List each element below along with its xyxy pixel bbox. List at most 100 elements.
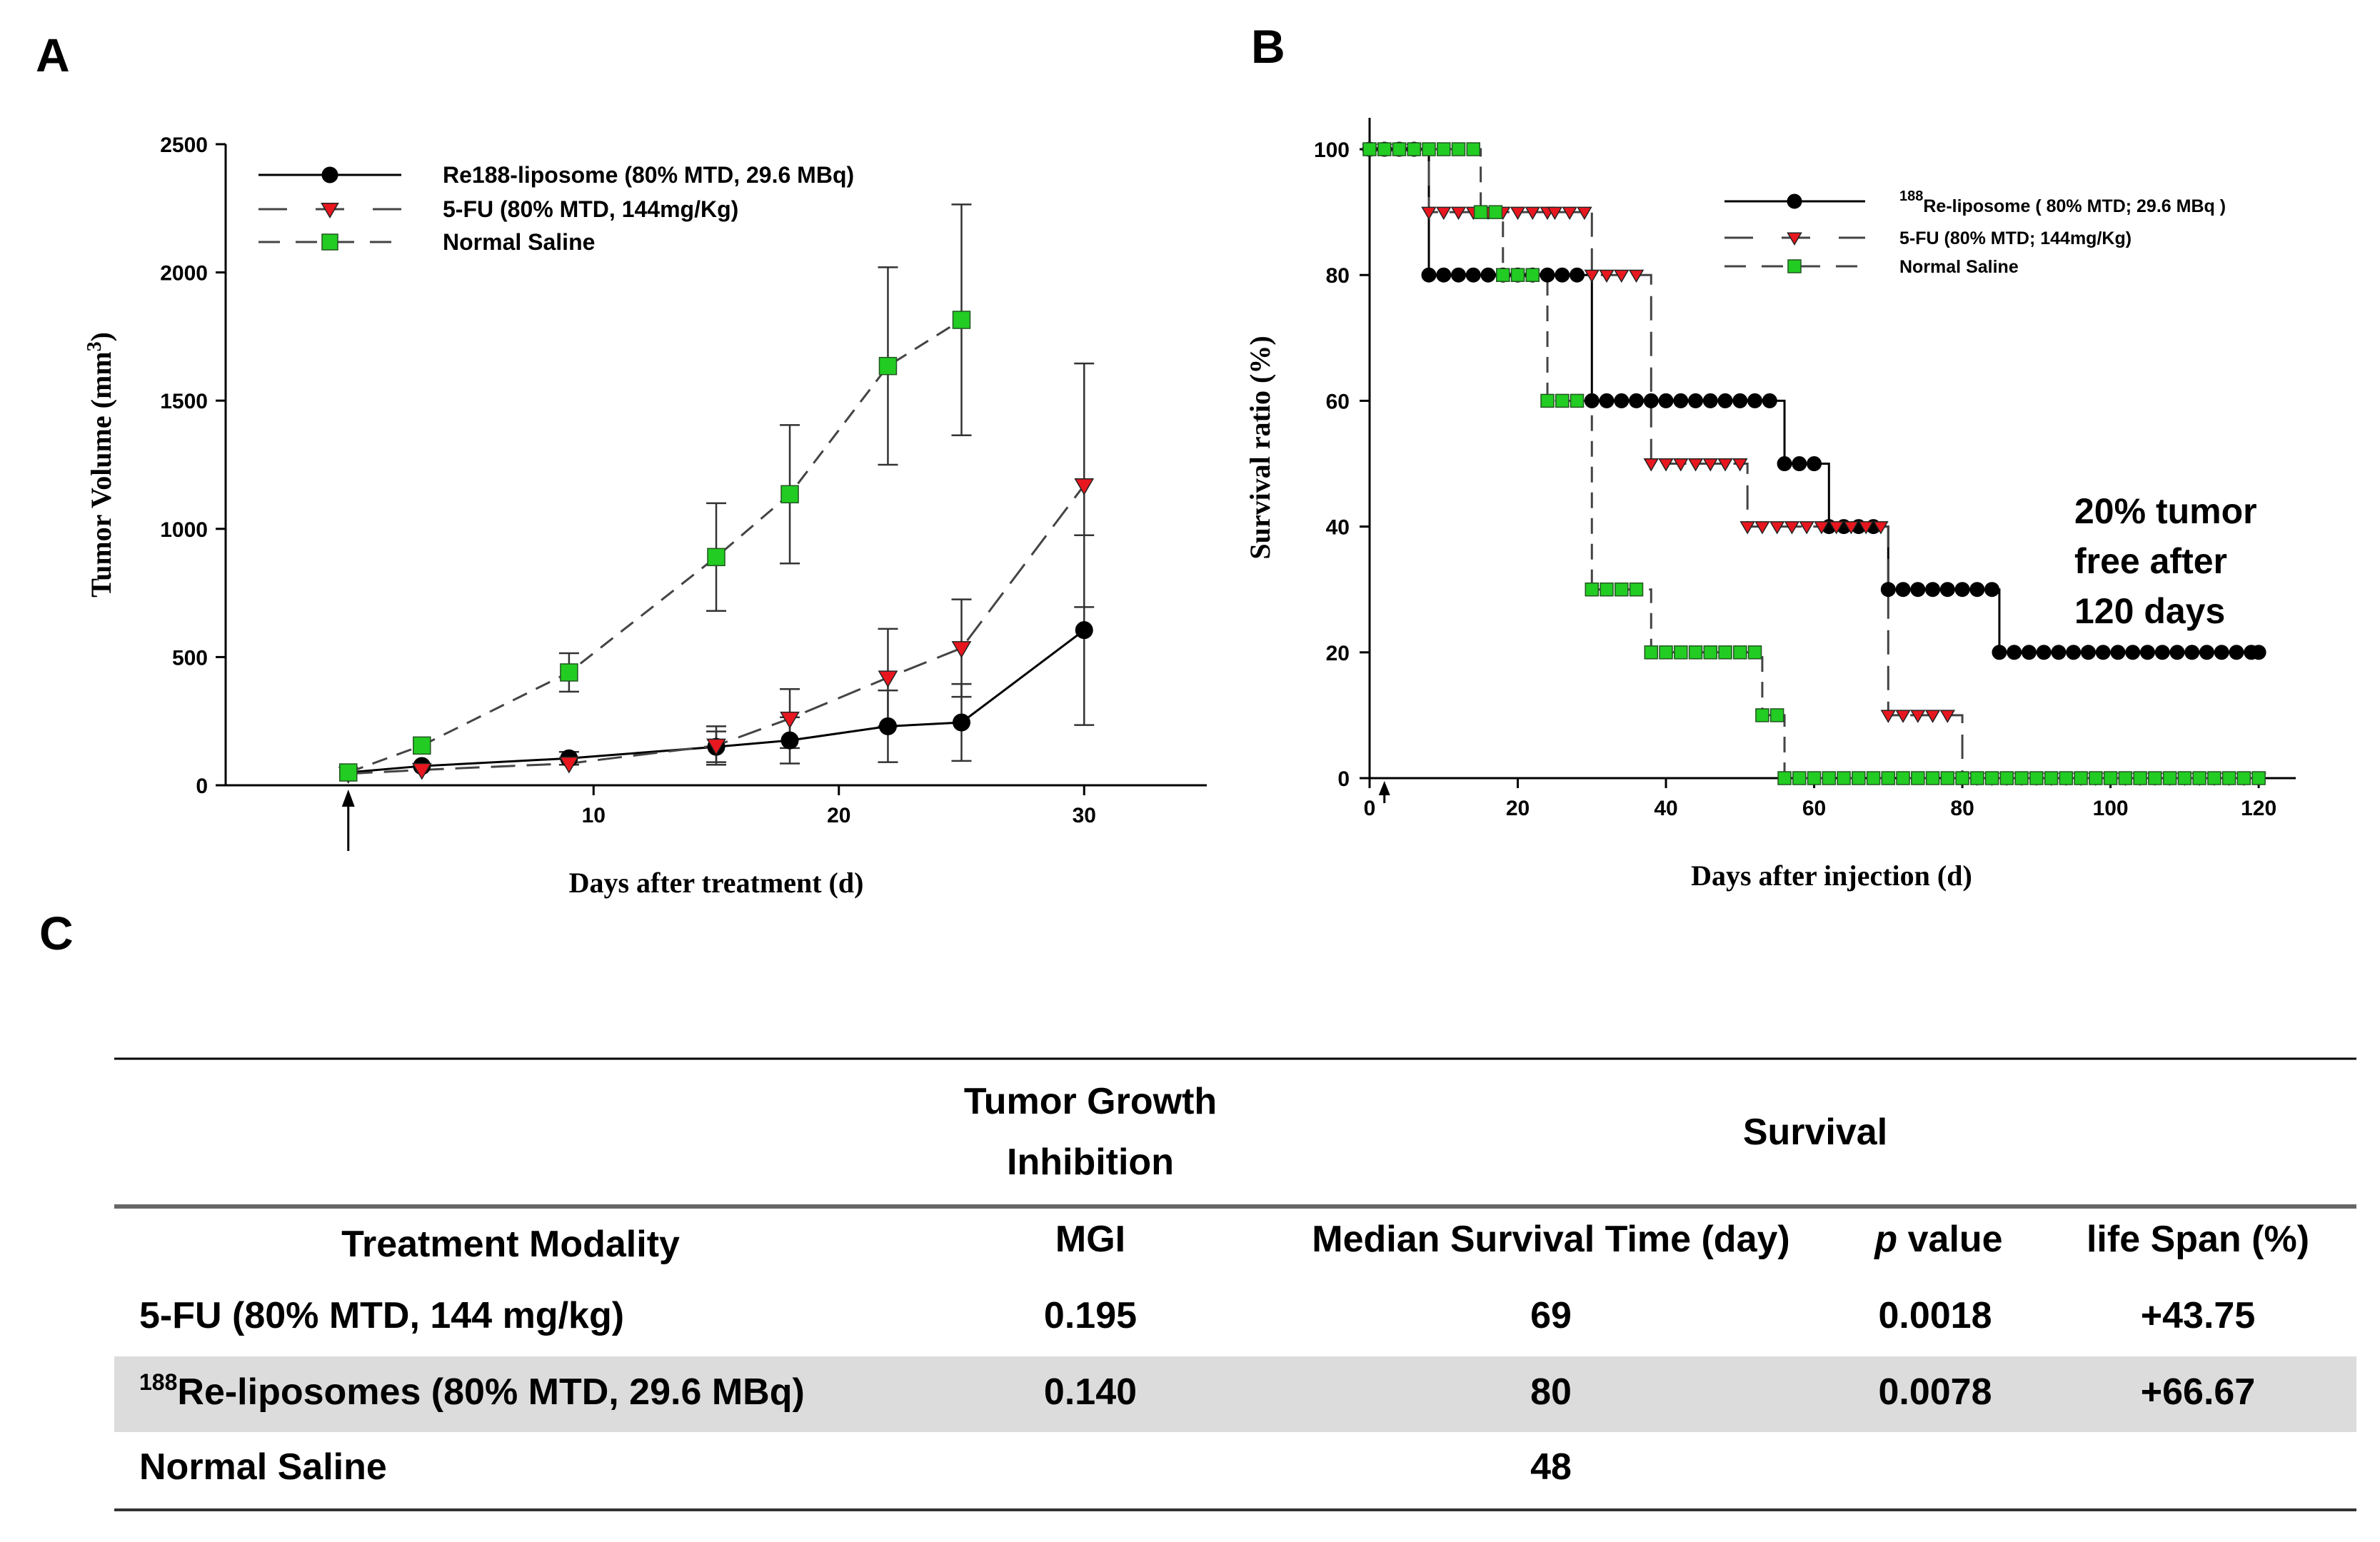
chart-b-point bbox=[1769, 521, 1785, 535]
results-table: Tumor Growth Inhibition Survival Treatme… bbox=[114, 1057, 2356, 1511]
chart-b-point bbox=[1970, 771, 1984, 785]
chart-a-point bbox=[1075, 621, 1093, 640]
chart-b-point bbox=[2229, 645, 2244, 660]
chart-b-legend-label: 188Re-liposome ( 80% MTD; 29.6 MBq ) bbox=[1899, 188, 2226, 216]
chart-b-point bbox=[1659, 645, 1673, 660]
chart-b-point bbox=[1828, 521, 1844, 535]
chart-a-y-tick-label: 0 bbox=[196, 775, 208, 798]
injection-arrow-head bbox=[1378, 781, 1390, 795]
chart-a-point bbox=[558, 756, 579, 774]
chart-a-legend-label: Normal Saline bbox=[443, 229, 595, 255]
chart-a-point bbox=[706, 738, 726, 756]
chart-b-point bbox=[1843, 521, 1859, 535]
chart-b-point bbox=[1658, 458, 1674, 472]
chart-b-point bbox=[1747, 393, 1763, 408]
group-header-survival: Survival bbox=[1743, 1112, 1887, 1153]
chart-b-y-label: Survival ratio (%) bbox=[1244, 336, 1276, 559]
chart-b-point bbox=[1747, 645, 1762, 660]
chart-a-legend-label: 5-FU (80% MTD, 144mg/Kg) bbox=[443, 196, 738, 222]
chart-b-point bbox=[2148, 771, 2162, 785]
chart-b-point bbox=[1629, 393, 1645, 408]
chart-b-point bbox=[2066, 645, 2082, 660]
chart-b-point bbox=[1473, 205, 1488, 219]
chart-b-point bbox=[1570, 393, 1585, 408]
row-1-treatment: 188Re-liposomes (80% MTD, 29.6 MBq) bbox=[139, 1369, 805, 1413]
chart-a-series-line bbox=[348, 629, 1085, 774]
annotation-line-1: 20% tumor bbox=[2074, 491, 2257, 531]
chart-b-x-tick-label: 100 bbox=[2093, 797, 2129, 820]
chart-b-point bbox=[1769, 708, 1784, 722]
chart-b-point bbox=[2162, 771, 2177, 785]
chart-b-point bbox=[2118, 771, 2133, 785]
chart-b-point bbox=[1599, 393, 1615, 408]
chart-b-point bbox=[1629, 582, 1644, 597]
col-header-median: Median Survival Time (day) bbox=[1312, 1219, 1789, 1260]
chart-b-point bbox=[1628, 269, 1645, 283]
chart-b-point bbox=[1674, 645, 1688, 660]
chart-b-point bbox=[1777, 456, 1792, 472]
chart-b-point bbox=[1407, 142, 1422, 156]
chart-b-point bbox=[1437, 142, 1451, 156]
chart-b-point bbox=[2036, 645, 2052, 660]
panel-label-c: C bbox=[39, 907, 74, 959]
chart-b-point bbox=[2251, 645, 2266, 660]
chart-b-point bbox=[1910, 582, 1926, 598]
chart-b-point bbox=[1954, 582, 1970, 598]
chart-b-point bbox=[1881, 771, 1896, 785]
row-1-mgi: 0.140 bbox=[1044, 1371, 1137, 1413]
chart-a-legend-marker bbox=[321, 233, 338, 251]
chart-b-point bbox=[2184, 645, 2200, 660]
row-1-median: 80 bbox=[1530, 1371, 1572, 1413]
chart-b-point bbox=[2251, 771, 2266, 785]
chart-b-point bbox=[1488, 205, 1503, 219]
chart-b-point bbox=[1600, 582, 1614, 597]
row-1-p: 0.0078 bbox=[1878, 1371, 1992, 1413]
chart-b-point bbox=[1814, 521, 1829, 535]
chart-b-point bbox=[2154, 645, 2170, 660]
chart-b-point bbox=[1658, 393, 1674, 408]
chart-b-point bbox=[1703, 645, 1718, 660]
chart-b-point bbox=[1584, 269, 1600, 283]
chart-b-point bbox=[2133, 771, 2147, 785]
chart-b-x-tick-label: 60 bbox=[1802, 797, 1826, 820]
chart-b-x-tick-label: 40 bbox=[1654, 797, 1677, 820]
chart-b-point bbox=[2051, 645, 2067, 660]
chart-b-point bbox=[2074, 771, 2088, 785]
chart-b-point bbox=[1643, 393, 1659, 408]
chart-b-point bbox=[1733, 645, 1747, 660]
chart-b-point bbox=[2125, 645, 2141, 660]
chart-a-x-tick-label: 20 bbox=[827, 804, 850, 827]
chart-b-point bbox=[1925, 582, 1941, 598]
table-row-shade bbox=[114, 1356, 2356, 1432]
chart-b-point bbox=[2214, 645, 2229, 660]
chart-b-point bbox=[2014, 771, 2029, 785]
chart-b-point bbox=[1858, 521, 1874, 535]
chart-b-point bbox=[1792, 456, 1807, 472]
chart-b-legend-label: 5-FU (80% MTD; 144mg/Kg) bbox=[1899, 228, 2132, 248]
chart-b-y-tick-label: 0 bbox=[1337, 767, 1350, 791]
chart-b-point bbox=[1570, 267, 1585, 283]
col-header-mgi: MGI bbox=[1055, 1219, 1125, 1260]
chart-a-series-line bbox=[348, 318, 963, 774]
chart-a-point bbox=[952, 311, 971, 329]
col-header-p-value: p value bbox=[1873, 1219, 2002, 1260]
chart-b-point bbox=[1799, 521, 1814, 535]
chart-b-legend-marker bbox=[1787, 193, 1802, 209]
chart-b-point bbox=[2103, 771, 2118, 785]
chart-b-point bbox=[1377, 142, 1392, 156]
chart-b-point bbox=[1969, 582, 1985, 598]
chart-b-point bbox=[2059, 771, 2074, 785]
chart-b-point bbox=[1585, 582, 1600, 597]
chart-b-point bbox=[1940, 771, 1955, 785]
chart-b-point bbox=[1451, 267, 1467, 283]
chart-b-point bbox=[1925, 771, 1940, 785]
row-0-treatment: 5-FU (80% MTD, 144 mg/kg) bbox=[139, 1295, 624, 1336]
chart-a-point bbox=[878, 670, 898, 688]
chart-b-point bbox=[1837, 771, 1851, 785]
chart-b-point bbox=[1465, 267, 1481, 283]
chart-b-point bbox=[1615, 582, 1629, 597]
chart-b-point bbox=[2177, 771, 2192, 785]
chart-b-x-label: Days after injection (d) bbox=[1691, 860, 1972, 892]
row-2-treatment: Normal Saline bbox=[139, 1446, 387, 1488]
